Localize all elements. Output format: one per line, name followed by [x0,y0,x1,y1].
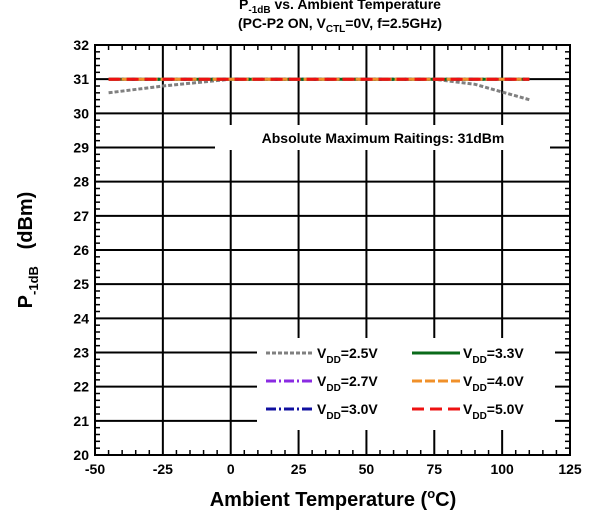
y-tick-label: 22 [73,379,89,395]
y-tick-label: 23 [73,345,89,361]
title2-part-1: CTL [326,24,345,35]
ylabel-rest: (dBm) [15,192,37,266]
y-tick-label: 32 [73,37,89,53]
legend-label-rest: =3.0V [341,401,379,417]
legend-label-sub: DD [326,355,340,366]
x-tick-label: 100 [490,461,514,477]
legend-label-sub: DD [472,411,486,422]
legend-label-main: V [317,373,327,389]
title-rest: vs. Ambient Temperature [271,0,442,12]
legend-label-main: V [463,373,473,389]
y-tick-label: 20 [73,447,89,463]
y-axis-label: P-1dB (dBm) [15,192,41,309]
chart-title-line-1: P-1dB vs. Ambient Temperature [239,0,441,16]
annotation-text: Absolute Maximum Raitings: 31dBm [262,130,505,146]
legend-label-sub: DD [472,383,486,394]
legend-label-main: V [463,401,473,417]
xlabel-rest: C) [435,489,456,511]
annotation-box [215,125,550,150]
x-tick-labels: -50 -25 0 25 50 75 100 125 [85,461,582,477]
y-tick-label: 24 [73,310,89,326]
y-tick-labels: 20 21 22 23 24 25 26 27 28 29 30 31 32 [73,37,89,463]
y-tick-label: 30 [73,105,89,121]
legend-label-rest: =2.5V [341,345,379,361]
title-p: P [239,0,248,12]
y-tick-label: 31 [73,71,89,87]
ylabel-main: P [15,295,37,308]
legend-label-main: V [317,345,327,361]
title-p-sub: -1dB [248,5,270,16]
x-axis-label: Ambient Temperature (oC) [210,486,457,511]
x-tick-label: 0 [227,461,235,477]
title2-part-0: (PC-P2 ON, V [238,15,327,31]
x-tick-label: -50 [85,461,105,477]
x-tick-label: 50 [359,461,375,477]
legend-label-sub: DD [326,383,340,394]
xlabel-main: Ambient Temperature ( [210,489,428,511]
x-tick-label: -25 [153,461,173,477]
title2-part-2: =0V, f=2.5GHz) [345,15,442,31]
legend-label-0: VDD=2.5V [317,345,378,366]
legend-label-rest: =3.3V [487,345,525,361]
legend-box [257,338,555,430]
legend-label-1: VDD=2.7V [317,373,378,394]
legend-label-sub: DD [326,411,340,422]
xlabel-sup: o [427,486,435,501]
ylabel-sub: -1dB [26,266,41,295]
legend-label-5: VDD=5.0V [463,401,524,422]
legend-label-rest: =5.0V [487,401,525,417]
x-tick-label: 75 [426,461,442,477]
y-tick-label: 25 [73,276,89,292]
legend-label-3: VDD=3.3V [463,345,524,366]
plot-frame [94,44,571,456]
legend-label-main: V [463,345,473,361]
legend-label-4: VDD=4.0V [463,373,524,394]
y-tick-label: 29 [73,140,89,156]
legend-label-main: V [317,401,327,417]
chart-title-line-2: (PC-P2 ON, VCTL=0V, f=2.5GHz) [238,15,442,35]
x-tick-label: 125 [558,461,582,477]
x-tick-label: 25 [291,461,307,477]
legend-label-rest: =2.7V [341,373,379,389]
y-tick-label: 21 [73,413,89,429]
y-tick-label: 28 [73,174,89,190]
legend-label-sub: DD [472,355,486,366]
y-tick-label: 27 [73,208,89,224]
series-lines [108,77,530,102]
legend-label-2: VDD=3.0V [317,401,378,422]
y-tick-label: 26 [73,242,89,258]
legend-label-rest: =4.0V [487,373,525,389]
